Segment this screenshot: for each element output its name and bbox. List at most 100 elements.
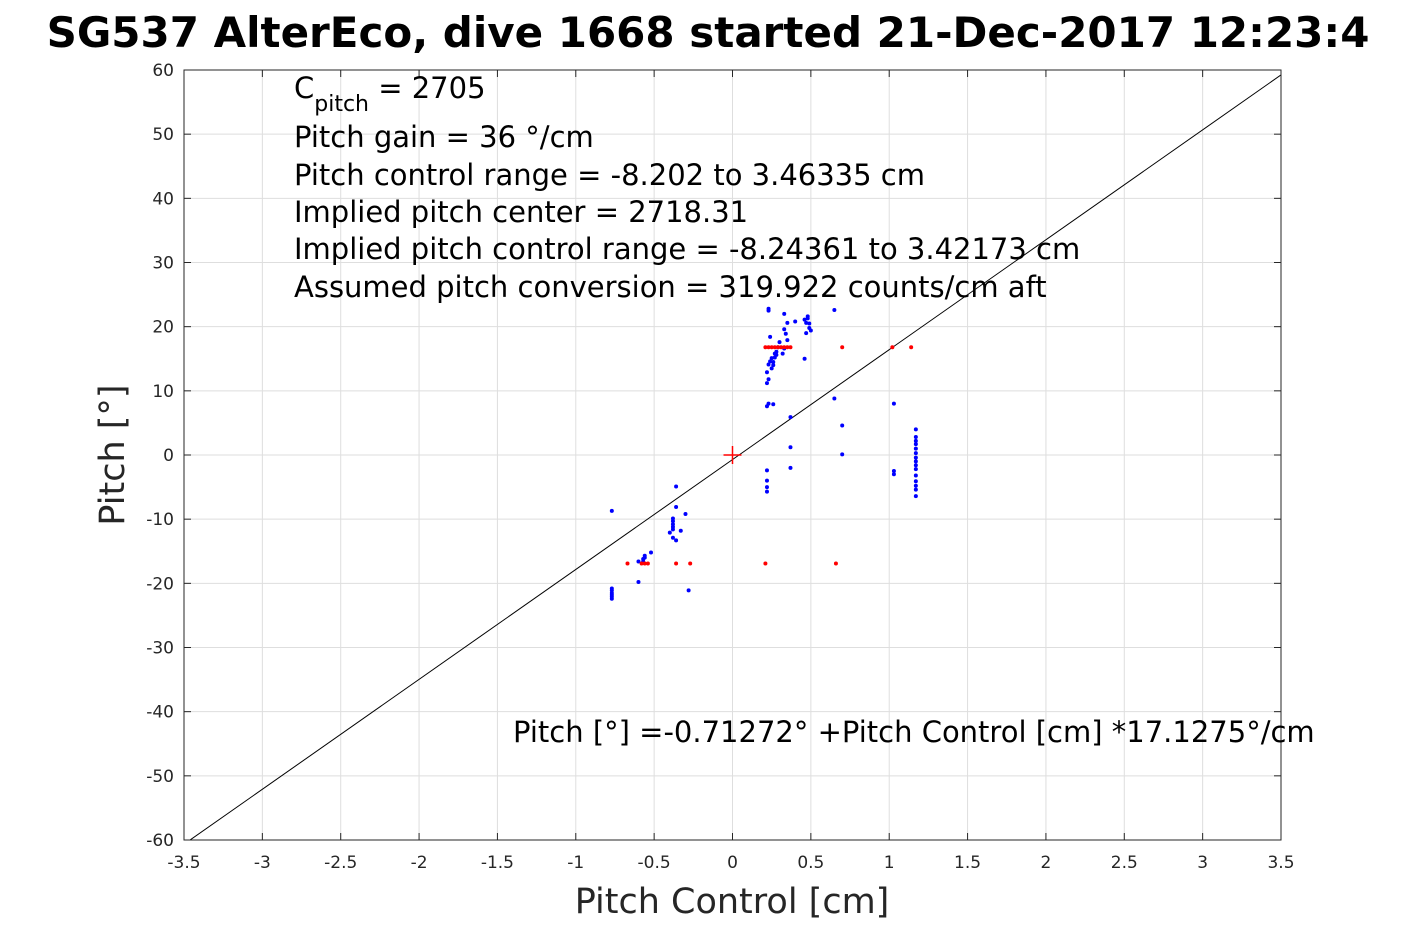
data-point-blue <box>766 401 771 406</box>
data-point-blue <box>785 320 790 325</box>
data-point-blue <box>764 478 769 483</box>
data-point-red <box>639 561 644 566</box>
data-point-blue <box>771 363 776 368</box>
data-point-red <box>766 345 771 350</box>
c-pitch-value: = 2705 <box>369 71 486 105</box>
data-point-blue <box>764 485 769 490</box>
data-point-red <box>788 345 793 350</box>
data-point-blue <box>670 519 675 524</box>
y-tick-label: 50 <box>152 125 174 145</box>
x-tick-label: -1.5 <box>481 853 514 873</box>
data-point-blue <box>913 494 918 499</box>
data-point-blue <box>913 479 918 484</box>
data-point-blue <box>670 535 675 540</box>
x-tick-label: 3.5 <box>1267 853 1294 873</box>
y-tick-label: 40 <box>152 189 174 209</box>
data-point-blue <box>683 512 688 517</box>
data-point-blue <box>674 538 679 543</box>
data-point-blue <box>771 359 776 364</box>
data-point-blue <box>674 504 679 509</box>
c-pitch-symbol: C <box>294 71 314 105</box>
data-point-blue <box>768 334 773 339</box>
y-tick-label: -30 <box>146 639 174 659</box>
data-point-blue <box>785 338 790 343</box>
data-point-blue <box>766 362 771 367</box>
y-tick-label: 10 <box>152 382 174 402</box>
data-point-red <box>775 345 780 350</box>
scatter-points <box>609 306 918 601</box>
x-axis-title: Pitch Control [cm] <box>575 882 890 922</box>
data-point-blue <box>774 352 779 357</box>
data-point-blue <box>788 415 793 420</box>
data-point-blue <box>808 328 813 333</box>
y-tick-label: -40 <box>146 703 174 723</box>
x-tick-label: 3 <box>1197 853 1208 873</box>
data-point-blue <box>891 472 896 477</box>
data-point-red <box>782 345 787 350</box>
data-point-blue <box>768 359 773 364</box>
data-point-blue <box>642 555 647 560</box>
data-point-blue <box>913 473 918 478</box>
data-point-red <box>779 345 784 350</box>
data-point-blue <box>783 331 788 336</box>
data-point-blue <box>766 377 771 382</box>
pitch-conversion-annotation: Assumed pitch conversion = 319.922 count… <box>294 270 1047 304</box>
data-point-blue <box>891 401 896 406</box>
fit-equation-annotation: Pitch [°] =-0.71272° +Pitch Control [cm]… <box>513 715 1315 749</box>
data-point-blue <box>840 423 845 428</box>
data-point-blue <box>913 438 918 443</box>
data-point-blue <box>771 402 776 407</box>
data-point-blue <box>674 484 679 489</box>
data-point-blue <box>913 435 918 440</box>
chart-title: SG537 AlterEco, dive 1668 started 21-Dec… <box>47 8 1370 57</box>
pitch-control-range-annotation: Pitch control range = -8.202 to 3.46335 … <box>294 158 925 192</box>
data-point-red <box>763 345 768 350</box>
data-point-blue <box>766 308 771 313</box>
data-point-red <box>688 561 693 566</box>
pitch-gain-annotation: Pitch gain = 36 °/cm <box>294 120 594 154</box>
data-point-blue <box>780 351 785 356</box>
y-tick-label: 20 <box>152 318 174 338</box>
data-point-blue <box>832 396 837 401</box>
data-point-red <box>785 345 790 350</box>
data-point-blue <box>807 321 812 326</box>
data-point-blue <box>774 349 779 354</box>
implied-pitch-control-range-annotation: Implied pitch control range = -8.24361 t… <box>294 232 1080 266</box>
data-point-blue <box>802 317 807 322</box>
x-tick-label: 2 <box>1041 853 1052 873</box>
data-point-blue <box>764 381 769 386</box>
data-point-blue <box>804 320 809 325</box>
data-point-blue <box>649 550 654 555</box>
data-point-blue <box>913 446 918 451</box>
c-pitch-subscript: pitch <box>314 92 369 117</box>
data-point-blue <box>609 596 614 601</box>
data-point-blue <box>832 307 837 312</box>
x-tick-label: -2.5 <box>324 853 357 873</box>
y-tick-label: -60 <box>146 831 174 851</box>
data-point-blue <box>793 319 798 324</box>
x-tick-label: -0.5 <box>638 853 671 873</box>
data-point-blue <box>891 469 896 474</box>
data-point-blue <box>764 468 769 473</box>
center-marker-layer <box>723 446 742 464</box>
data-point-blue <box>667 530 672 535</box>
data-point-blue <box>764 489 769 494</box>
data-point-blue <box>913 463 918 468</box>
data-point-red <box>645 561 650 566</box>
data-point-blue <box>913 427 918 432</box>
x-tick-label: 1 <box>884 853 895 873</box>
data-point-red <box>772 345 777 350</box>
data-point-blue <box>913 442 918 447</box>
data-point-blue <box>609 508 614 513</box>
data-point-red <box>909 345 914 350</box>
data-point-blue <box>788 445 793 450</box>
data-point-blue <box>913 455 918 460</box>
data-point-red <box>769 345 774 350</box>
data-point-blue <box>670 527 675 532</box>
data-point-red <box>642 561 647 566</box>
data-point-blue <box>913 451 918 456</box>
data-point-blue <box>913 459 918 464</box>
y-axis-title: Pitch [°] <box>93 384 133 525</box>
data-point-blue <box>840 452 845 457</box>
